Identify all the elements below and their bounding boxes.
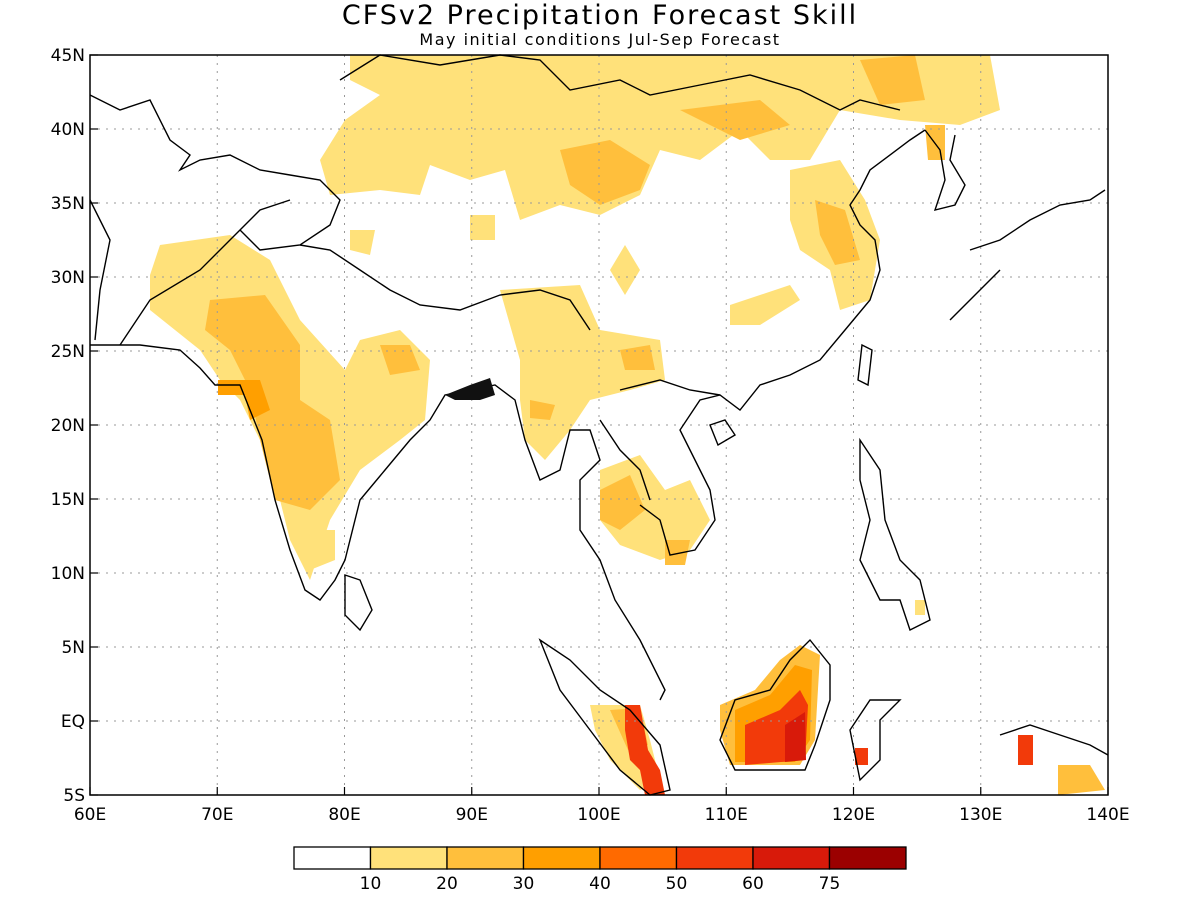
tick-label-lon: 70E [201, 805, 233, 825]
skill-region-vietnam [665, 540, 690, 565]
skill-region-india-core [205, 295, 340, 510]
bangladesh-shading [445, 378, 495, 400]
colorbar-label: 10 [360, 874, 382, 894]
skill-region-east-china-core [815, 200, 860, 265]
graticule [90, 55, 1108, 795]
map-subtitle: May initial conditions Jul-Sep Forecast [419, 30, 781, 49]
tick-label-lon: 140E [1086, 805, 1129, 825]
skill-region-laos [620, 345, 655, 370]
tick-label-lat: 5S [63, 786, 85, 806]
skill-region-sumatra-core [625, 705, 665, 795]
skill-region-thailand-core [600, 475, 645, 530]
colorbar-label: 60 [742, 874, 764, 894]
border-iran [89, 199, 111, 341]
tick-label-lon: 130E [959, 805, 1002, 825]
coastlines [89, 54, 1109, 796]
colorbar-swatch [446, 846, 525, 870]
skill-region-tibet-c [610, 245, 640, 295]
skill-region-south-china [730, 285, 800, 325]
skill-region-tibet-a [470, 215, 495, 240]
colorbar-label: 30 [513, 874, 535, 894]
colorbar: 10 20 30 40 50 60 75 [293, 846, 907, 894]
coastline-indochina [639, 129, 926, 556]
skill-region-north-core [560, 140, 650, 205]
tick-label-lat: 15N [51, 490, 85, 510]
skill-region-philippines [915, 600, 925, 615]
coastline-philippines [859, 437, 931, 631]
coastline-sumatra [538, 638, 671, 796]
skill-region-india-max [218, 380, 270, 420]
latitude-tick-labels: 45N 40N 35N 30N 25N 20N 15N 10N 5N EQ 5S [51, 46, 98, 806]
tick-label-lat: 40N [51, 120, 85, 140]
tick-label-lon: 60E [74, 805, 106, 825]
coastline-south-asia [90, 344, 666, 701]
skill-region-sulawesi [855, 748, 868, 765]
skill-region-ne [860, 55, 925, 105]
skill-region-ne-2 [680, 100, 790, 140]
tick-label-lat: 30N [51, 268, 85, 288]
colorbar-swatch [675, 846, 754, 870]
tick-label-lon: 120E [832, 805, 875, 825]
colorbar-label: 75 [819, 874, 841, 894]
border-himalaya [299, 244, 591, 331]
tick-label-lat: 25N [51, 342, 85, 362]
border-pakistan [119, 199, 291, 346]
tick-label-lat: 45N [51, 46, 85, 66]
colorbar-label: 40 [589, 874, 611, 894]
border-china-vietnam [619, 379, 721, 396]
skill-region-new-guinea-south [1058, 765, 1105, 795]
coastline-new-guinea [999, 724, 1109, 756]
coastline-borneo [719, 638, 831, 771]
tick-label-lon: 90E [456, 805, 488, 825]
tick-label-lat: 5N [61, 638, 85, 658]
map-title: CFSv2 Precipitation Forecast Skill [341, 0, 859, 31]
skill-shading [150, 55, 1105, 795]
longitude-tick-labels: 60E 70E 80E 90E 100E 110E 120E 130E 140E [74, 787, 1130, 825]
coastline-sri-lanka [344, 574, 373, 632]
coastline-korea [924, 129, 966, 211]
colorbar-swatch [522, 846, 601, 870]
tick-label-lon: 100E [577, 805, 620, 825]
skill-region-tibet-b [350, 230, 375, 255]
border-central-asia [89, 94, 341, 251]
skill-region-borneo-max [785, 712, 806, 762]
colorbar-label: 20 [436, 874, 458, 894]
tick-label-lon: 110E [705, 805, 748, 825]
colorbar-swatch [369, 846, 448, 870]
skill-region-myanmar [500, 285, 665, 460]
border-mongolia [339, 54, 901, 111]
coastline-japan-south [949, 269, 1001, 321]
tick-label-lat: 35N [51, 194, 85, 214]
skill-region-north-belt [320, 55, 1000, 220]
tick-label-lon: 80E [328, 805, 360, 825]
colorbar-swatch [828, 846, 907, 870]
tick-label-lat: 20N [51, 416, 85, 436]
coastline-japan [969, 189, 1106, 251]
skill-region-myanmar-core [530, 400, 555, 420]
colorbar-swatch [752, 846, 831, 870]
colorbar-label: 50 [666, 874, 688, 894]
skill-region-new-guinea-west [1018, 735, 1033, 765]
coastline-hainan [709, 419, 736, 447]
coastline-taiwan [857, 343, 873, 387]
coastline-sulawesi [849, 699, 902, 782]
tick-label-lat: 10N [51, 564, 85, 584]
border-thai-cambodia [599, 419, 651, 501]
tick-label-lat: EQ [61, 712, 85, 732]
skill-region-india-south [305, 530, 335, 570]
skill-region-india-east [380, 345, 420, 375]
colorbar-swatch [599, 846, 678, 870]
colorbar-swatch [293, 846, 372, 870]
